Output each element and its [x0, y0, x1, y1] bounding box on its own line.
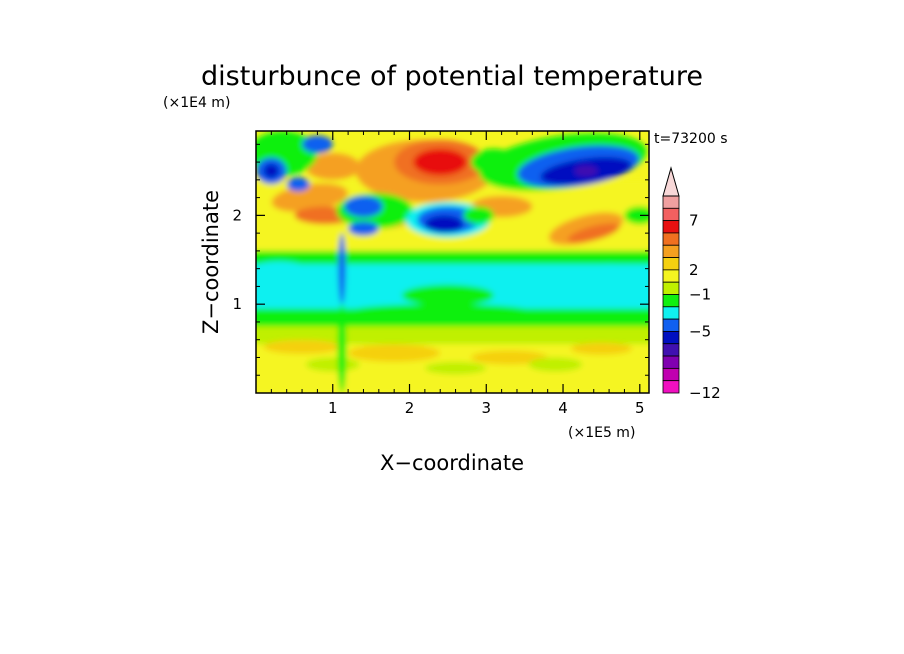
- orange-cell: [271, 183, 348, 212]
- x-tick-label: 4: [558, 399, 568, 417]
- blue-cell: [344, 195, 383, 218]
- contour-field: [256, 131, 649, 393]
- colorbar-label: −12: [689, 384, 721, 402]
- red-cell: [413, 148, 468, 176]
- colorbar-label: −5: [689, 322, 711, 340]
- blue-column: [338, 233, 346, 305]
- x-tick-label: 2: [405, 399, 415, 417]
- orange-cell: [348, 344, 441, 362]
- colorbar-swatch: [662, 355, 680, 369]
- time-label: t=73200 s: [654, 131, 728, 147]
- colorbar-swatch: [662, 380, 680, 394]
- y-axis-title: Z−coordinate: [199, 190, 223, 334]
- colorbar-swatch: [662, 207, 680, 222]
- x-unit-label: (×1E5 m): [568, 425, 635, 441]
- colorbar-label: 7: [689, 212, 699, 230]
- dark-blue-cell: [263, 163, 280, 179]
- cyan-cell: [256, 261, 318, 294]
- x-axis-title: X−coordinate: [380, 451, 524, 475]
- green-cell: [463, 206, 494, 225]
- x-tick-label: 1: [328, 399, 338, 417]
- colorbar-label: −1: [689, 286, 711, 304]
- colorbar-swatch: [662, 343, 680, 357]
- colorbar-swatch: [662, 195, 680, 209]
- layer-lightgreen: [256, 326, 649, 345]
- y-unit-label: (×1E4 m): [163, 95, 230, 111]
- dark-blue-cell: [424, 215, 464, 234]
- cyan-cell: [563, 264, 649, 300]
- y-tick-label: 1: [232, 295, 242, 313]
- orange-cell: [263, 339, 341, 354]
- x-tick-label: 5: [635, 399, 645, 417]
- y-tick-label: 2: [232, 206, 242, 224]
- colorbar-swatch: [662, 269, 680, 283]
- purple-cell: [574, 165, 598, 177]
- colorbar-swatch: [662, 281, 680, 295]
- colorbar-swatch: [662, 294, 680, 308]
- blue-cell: [286, 177, 310, 192]
- chart-title: disturbunce of potential temperature: [201, 61, 703, 92]
- lightgreen-cell: [528, 357, 583, 372]
- orange-cell: [470, 350, 548, 365]
- green-cell: [401, 284, 494, 306]
- x-tick-label: 3: [482, 399, 492, 417]
- colorbar-swatch: [662, 257, 680, 271]
- colorbar-extend-arrow: [662, 166, 680, 197]
- colorbar-swatch: [662, 331, 680, 345]
- colorbar-swatch: [662, 367, 680, 382]
- orange-cell: [305, 153, 360, 180]
- x-axis: 1 2 3 4 5: [270, 131, 645, 417]
- lightgreen-cell: [424, 361, 487, 375]
- colorbar-swatch: [662, 244, 680, 258]
- colorbar: 7 2 −1 −5 −12: [662, 166, 721, 402]
- green-column: [337, 304, 347, 393]
- y-axis: 12: [232, 143, 649, 376]
- colorbar-swatch: [662, 306, 680, 320]
- orange-cell: [570, 342, 633, 355]
- green-cell: [470, 148, 517, 176]
- plot-frame: [255, 130, 650, 394]
- green-cell: [348, 304, 533, 319]
- green-cell: [624, 206, 649, 225]
- lightgreen-cell: [305, 357, 360, 372]
- plot-area: [256, 131, 649, 393]
- colorbar-swatch: [662, 318, 680, 332]
- colorbar-swatch: [662, 220, 680, 234]
- colorbar-swatch: [662, 232, 680, 246]
- colorbar-label: 2: [689, 261, 699, 279]
- blue-cell: [302, 135, 333, 154]
- blue-cell: [348, 221, 379, 236]
- dark-orange-cell: [567, 223, 620, 243]
